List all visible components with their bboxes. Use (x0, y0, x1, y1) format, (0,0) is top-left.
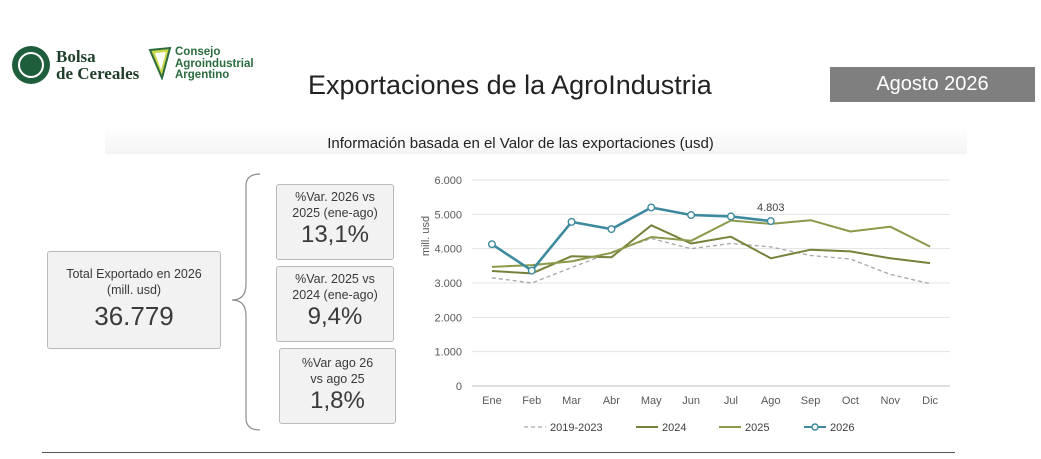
x-tick-label: Sep (801, 395, 821, 407)
var-2025-label: %Var. 2025 vs 2024 (ene-ago) (292, 272, 378, 302)
y-tick-label: 1.000 (434, 347, 462, 359)
x-tick-label: Jun (682, 395, 700, 407)
legend-label: 2025 (745, 422, 769, 434)
x-tick-label: Ene (482, 395, 502, 407)
var-2026-value: 13,1% (300, 221, 370, 248)
consejo-line3: Argentino (175, 69, 230, 81)
var-ago-value: 1,8% (310, 387, 365, 414)
var-ago-label: %Var ago 26 vs ago 25 (301, 356, 374, 386)
series-line-2025 (491, 219, 931, 268)
x-tick-label: Jul (724, 395, 738, 407)
period-badge: Agosto 2026 (830, 67, 1035, 102)
x-tick-label: Mar (562, 395, 581, 407)
x-tick-label: Nov (880, 395, 900, 407)
data-point-2026 (647, 203, 656, 212)
legend-label: 2026 (830, 422, 854, 434)
data-point-2026 (766, 217, 775, 226)
x-tick-label: May (641, 395, 662, 407)
legend-label: 2024 (662, 422, 686, 434)
bolsa-logo-line2: de Cereales (56, 64, 140, 83)
bolsa-logo-line1: Bolsa (56, 47, 96, 66)
consejo-line1: Consejo (175, 46, 221, 58)
page-title: Exportaciones de la AgroIndustria (308, 70, 712, 100)
exports-line-chart: 0 1.000 2.000 3.000 4.000 5.000 6.000 mill. usd… (420, 175, 950, 434)
y-tick-label: 4.000 (434, 244, 462, 256)
y-tick-label: 0 (456, 381, 462, 393)
data-point-2026 (487, 240, 496, 249)
x-tick-label: Dic (922, 395, 938, 407)
legend-marker-2026 (811, 423, 819, 431)
legend-label: 2019-2023 (550, 422, 603, 434)
chart-subtitle: Información basada en el Valor de las ex… (327, 135, 714, 152)
bolsa-logo-text: Bolsa de Cereales (56, 48, 139, 82)
y-tick-label: 2.000 (434, 312, 462, 324)
bolsa-emblem-icon (12, 46, 50, 84)
series-line-2019-2023 (491, 237, 931, 285)
data-label: 4.803 (757, 202, 785, 214)
data-point-2026 (527, 266, 536, 275)
series-line-2026 (491, 206, 771, 272)
x-tick-label: Feb (522, 395, 541, 407)
y-axis-label: mill. usd (420, 216, 432, 256)
bottom-divider (42, 452, 955, 453)
var-2026-label: %Var. 2026 vs 2025 (ene-ago) (292, 190, 378, 220)
var-2025-card: %Var. 2025 vs 2024 (ene-ago) 9,4% (276, 266, 394, 342)
leaf-emblem-icon (148, 46, 172, 80)
data-point-2026 (567, 217, 576, 226)
data-point-2026 (607, 225, 616, 234)
y-tick-label: 3.000 (434, 278, 462, 290)
x-tick-label: Oct (842, 395, 859, 407)
var-2026-card: %Var. 2026 vs 2025 (ene-ago) 13,1% (276, 184, 394, 260)
subtitle-band (105, 126, 967, 154)
consejo-line2: Agroindustrial (175, 57, 254, 70)
series-line-2024 (491, 224, 931, 275)
grouping-brace (231, 173, 261, 431)
bolsa-de-cereales-logo: Bolsa de Cereales (12, 44, 157, 86)
y-tick-label: 6.000 (434, 175, 462, 187)
consejo-agroindustrial-logo: Consejo Agroindustrial Argentino (147, 44, 277, 84)
var-ago-card: %Var ago 26 vs ago 25 1,8% (279, 348, 396, 424)
x-tick-label: Ago (761, 395, 781, 407)
var-2025-value: 9,4% (307, 303, 363, 330)
y-tick-label: 5.000 (434, 209, 462, 221)
total-exported-value: 36.779 (94, 301, 174, 331)
total-exported-label: Total Exportado en 2026 (mill. usd) (66, 267, 202, 297)
data-point-2026 (687, 211, 696, 220)
data-point-2026 (726, 212, 735, 221)
total-exported-card: Total Exportado en 2026 (mill. usd) 36.7… (47, 251, 221, 349)
x-tick-label: Abr (603, 395, 620, 407)
consejo-logo-text: Consejo Agroindustrial Argentino (175, 46, 254, 82)
